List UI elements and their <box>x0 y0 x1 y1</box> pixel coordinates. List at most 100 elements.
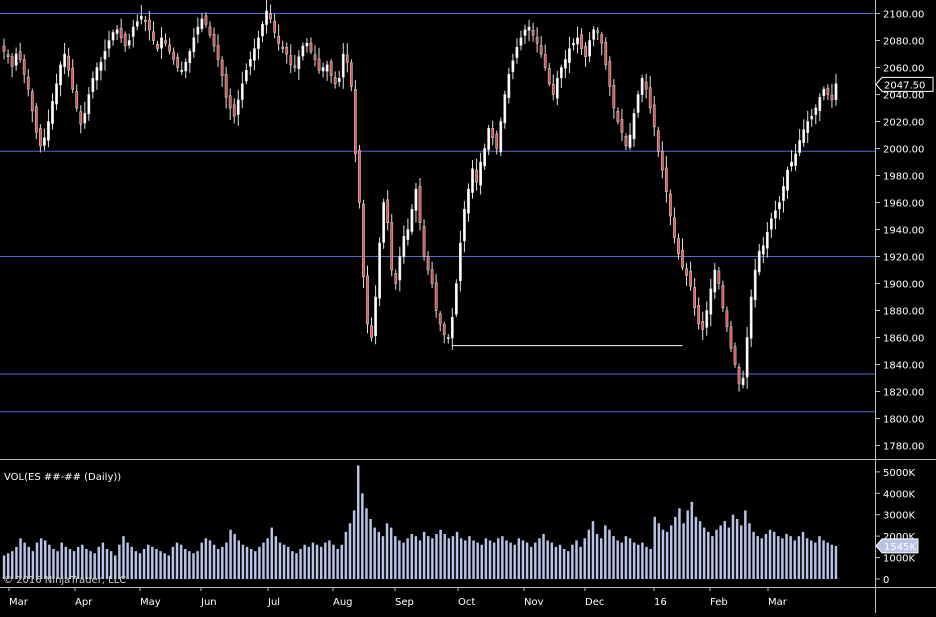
candle-body <box>14 53 18 66</box>
volume-bar <box>44 540 47 579</box>
price-tick-label: 1840.00 <box>883 361 924 372</box>
candle-body <box>83 113 87 124</box>
candle-body <box>257 37 260 49</box>
volume-bar <box>814 542 817 579</box>
candle-body <box>511 60 515 72</box>
volume-bar <box>315 544 319 579</box>
volume-bar <box>698 521 702 579</box>
candle-body <box>91 78 95 93</box>
volume-bar <box>311 542 315 579</box>
candle-body <box>281 46 285 49</box>
volume-bar <box>768 529 772 579</box>
candle-body <box>620 119 624 133</box>
candle-body <box>99 61 103 71</box>
volume-bar <box>278 542 282 579</box>
volume-bar <box>356 465 360 579</box>
volume-bar <box>678 508 681 579</box>
volume-tick-label: 1000K <box>883 554 915 565</box>
candle-body <box>111 32 115 41</box>
candle-body <box>467 188 470 214</box>
candle-body <box>810 115 814 120</box>
candle-body <box>309 42 313 52</box>
time-tick-label: Aug <box>333 597 353 608</box>
candle-body <box>632 113 636 140</box>
candle-body <box>249 59 252 67</box>
candle-body <box>87 94 91 115</box>
time-tick-label: Jun <box>200 597 217 608</box>
volume-bar <box>665 531 669 579</box>
price-tick-label: 1880.00 <box>883 307 924 318</box>
volume-bar <box>299 549 302 579</box>
candle-body <box>398 256 402 281</box>
volume-bar <box>505 540 508 579</box>
candle-body <box>733 346 737 365</box>
candle-body <box>495 133 499 149</box>
volume-bar <box>604 525 607 579</box>
volume-bar <box>459 538 463 579</box>
candle-body <box>778 202 781 210</box>
candle-body <box>834 83 838 101</box>
candle-body <box>410 209 414 232</box>
volume-bar <box>336 549 339 579</box>
candle-body <box>689 271 692 287</box>
volume-bar <box>826 542 829 579</box>
candle-body <box>366 275 369 325</box>
volume-bar <box>56 551 59 579</box>
candle-body <box>430 269 434 284</box>
candle-body <box>721 285 725 309</box>
price-tick-label: 1780.00 <box>883 442 924 453</box>
price-tick-label: 2020.00 <box>883 118 924 129</box>
candle-body <box>539 45 543 55</box>
candle-body <box>786 169 789 191</box>
volume-tick-label: 4000K <box>883 489 915 500</box>
candle-body <box>527 26 531 31</box>
candle-body <box>709 288 713 315</box>
volume-bar <box>509 542 512 579</box>
candle-body <box>523 29 527 36</box>
candle-body <box>483 148 486 167</box>
candle-body <box>559 67 563 79</box>
candle-body <box>814 107 818 115</box>
candle-body <box>216 45 220 60</box>
volume-bar <box>2 555 6 579</box>
volume-bar <box>142 549 146 579</box>
candle-body <box>152 31 155 41</box>
candle-body <box>289 55 293 66</box>
candle-body <box>745 337 749 378</box>
candle-body <box>200 18 204 30</box>
candle-body <box>119 27 123 39</box>
volume-tick-label: 2000K <box>883 532 915 543</box>
candle-body <box>204 15 208 25</box>
volume-bar <box>616 540 619 579</box>
volume-bar <box>797 536 801 579</box>
volume-bar <box>348 523 352 579</box>
candle-body <box>705 310 709 328</box>
candle-body <box>418 186 422 223</box>
volume-bar <box>702 527 706 579</box>
candle-body <box>285 47 289 55</box>
candle-body <box>479 161 482 186</box>
volume-bar <box>624 536 628 579</box>
candle-body <box>624 136 628 147</box>
candle-body <box>244 69 248 82</box>
volume-bar <box>373 527 376 579</box>
volume-bar <box>97 546 101 579</box>
volume-bar <box>809 540 813 579</box>
volume-bar <box>764 534 768 579</box>
time-tick-label: Mar <box>9 597 29 608</box>
volume-bar <box>274 536 278 579</box>
volume-bar <box>550 542 554 579</box>
candle-body <box>434 282 438 311</box>
candle-body <box>507 74 511 98</box>
candle-body <box>51 101 54 124</box>
volume-bar <box>525 542 529 579</box>
volume-bar <box>266 538 269 579</box>
volume-bar <box>155 549 158 579</box>
last-volume-box <box>875 538 919 554</box>
volume-bar <box>208 540 212 579</box>
candle-body <box>596 30 600 33</box>
volume-bar <box>645 546 648 579</box>
volume-bar <box>620 542 624 579</box>
candle-body <box>228 95 232 109</box>
